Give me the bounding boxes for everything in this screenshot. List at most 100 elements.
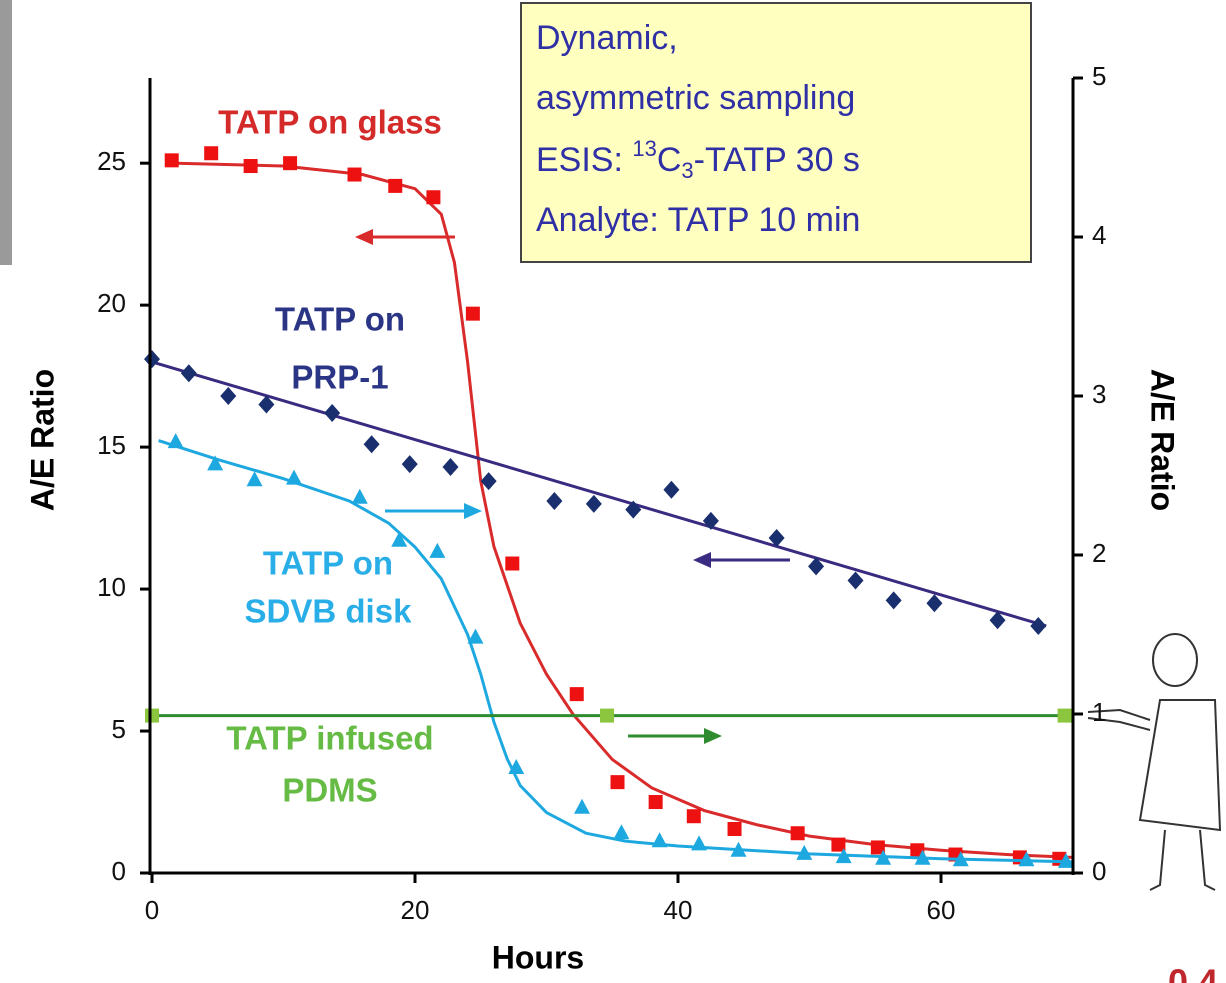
y2-tick-label: 1 <box>1092 697 1106 727</box>
arrow-head <box>704 728 722 744</box>
marker <box>702 511 719 530</box>
annotation-line: asymmetric sampling <box>536 79 855 117</box>
annotation-box <box>520 2 1032 263</box>
marker <box>847 571 864 590</box>
marker <box>1057 708 1072 723</box>
x-tick-label: 20 <box>401 895 430 925</box>
marker <box>569 687 584 702</box>
marker <box>391 531 408 547</box>
marker <box>599 708 614 723</box>
marker <box>442 457 459 476</box>
annotation-line: Dynamic, <box>536 19 678 57</box>
arrow-head <box>693 552 711 568</box>
marker <box>363 435 380 454</box>
plot <box>144 146 1074 868</box>
marker <box>465 306 480 321</box>
marker <box>467 628 484 644</box>
series-label: TATP infused <box>226 720 433 757</box>
marker <box>651 832 668 848</box>
y2-tick-label: 3 <box>1092 379 1106 409</box>
y-tick-label: 15 <box>97 430 126 460</box>
arrow-head <box>464 503 482 519</box>
y-tick-label: 10 <box>97 572 126 602</box>
marker <box>574 798 591 814</box>
marker <box>648 795 663 810</box>
marker <box>388 178 403 193</box>
marker <box>610 775 625 790</box>
marker <box>480 472 497 491</box>
marker <box>727 821 742 836</box>
marker <box>625 500 642 519</box>
marker <box>351 488 368 504</box>
marker <box>1057 852 1074 868</box>
marker <box>207 455 224 471</box>
annotation-line: Analyte: TATP 10 min <box>536 201 860 239</box>
series-label: TATP on <box>275 301 405 338</box>
marker <box>796 844 813 860</box>
marker <box>243 159 258 174</box>
annotation-part: -TATP 30 s <box>694 141 860 179</box>
y2-tick-label: 4 <box>1092 220 1106 250</box>
annotation-line: ESIS: 13C3-TATP 30 s <box>536 136 860 183</box>
y2-tick-label: 2 <box>1092 538 1106 568</box>
y-tick-label: 5 <box>112 714 126 744</box>
series-label: SDVB disk <box>245 593 413 630</box>
series-label: PRP-1 <box>291 359 388 396</box>
marker <box>283 156 298 171</box>
marker <box>663 480 680 499</box>
marker <box>508 759 525 775</box>
fit-line <box>151 360 1047 628</box>
page-number: 0.4 <box>1168 962 1218 983</box>
marker <box>167 433 184 449</box>
marker <box>989 611 1006 630</box>
marker <box>347 167 362 182</box>
series-label: PDMS <box>282 772 377 809</box>
marker <box>505 556 520 571</box>
marker <box>790 826 805 841</box>
marker <box>546 492 563 511</box>
marker <box>768 528 785 547</box>
marker <box>401 455 418 474</box>
marker <box>286 469 303 485</box>
marker <box>204 146 219 161</box>
series-label: TATP on glass <box>218 104 442 141</box>
y2-axis-title: A/E Ratio <box>1145 369 1181 511</box>
annotation-sup: 13 <box>632 136 656 161</box>
marker <box>1018 851 1035 867</box>
marker <box>730 841 747 857</box>
y-tick-label: 25 <box>97 146 126 176</box>
cartoon-scientist <box>1087 633 1222 891</box>
marker <box>686 809 701 824</box>
marker <box>808 557 825 576</box>
marker <box>870 840 885 855</box>
marker <box>220 387 237 405</box>
marker <box>885 591 902 610</box>
fit-line <box>158 439 1073 864</box>
marker <box>613 824 630 840</box>
marker <box>926 594 943 613</box>
marker <box>180 364 197 383</box>
x-tick-label: 0 <box>145 895 159 925</box>
marker <box>952 851 969 867</box>
marker <box>426 190 441 205</box>
x-axis-title: Hours <box>492 939 584 975</box>
x-tick-label: 40 <box>664 895 693 925</box>
marker <box>875 849 892 865</box>
marker <box>1030 616 1047 635</box>
annotation-part: C <box>657 141 682 179</box>
annotation-part: ESIS: <box>536 141 632 179</box>
series-label: TATP on <box>263 545 393 582</box>
marker <box>144 350 160 369</box>
y2-tick-label: 0 <box>1092 856 1106 886</box>
marker <box>831 837 846 852</box>
marker <box>164 153 179 168</box>
marker <box>324 404 341 423</box>
marker <box>145 708 159 723</box>
fit-line <box>171 161 1073 859</box>
marker <box>429 542 446 558</box>
marker <box>585 494 602 513</box>
photo-strip <box>0 0 12 265</box>
arrow-head <box>355 229 373 245</box>
marker <box>691 835 708 851</box>
